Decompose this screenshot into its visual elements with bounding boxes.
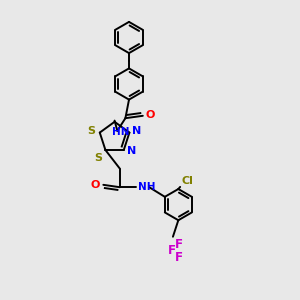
Text: F: F: [167, 244, 175, 257]
Text: S: S: [94, 153, 102, 163]
Text: O: O: [91, 180, 100, 190]
Text: F: F: [174, 251, 182, 264]
Text: O: O: [146, 110, 155, 120]
Text: S: S: [88, 126, 96, 136]
Text: N: N: [132, 126, 142, 136]
Text: F: F: [174, 238, 182, 251]
Text: N: N: [127, 146, 136, 156]
Text: NH: NH: [138, 182, 155, 192]
Text: Cl: Cl: [181, 176, 193, 186]
Text: HN: HN: [112, 127, 129, 137]
